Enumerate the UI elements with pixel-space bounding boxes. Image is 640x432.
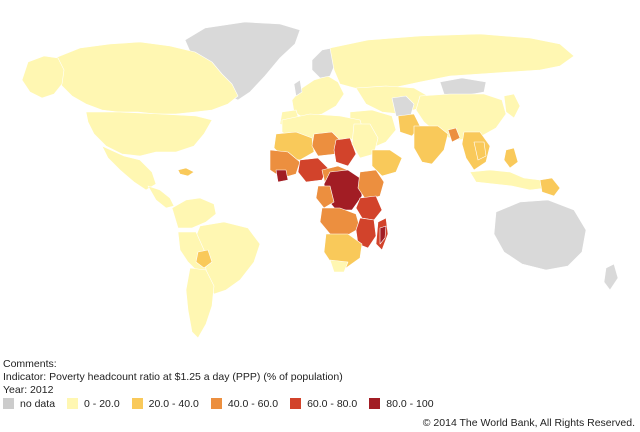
world-map (21, 21, 619, 339)
region-indonesia (469, 169, 547, 191)
legend-swatch (131, 398, 143, 409)
region-iran-afghan (391, 95, 415, 119)
legend-swatch (369, 398, 381, 409)
legend-swatch (290, 398, 302, 409)
legend-label: 60.0 - 80.0 (307, 397, 358, 410)
legend-label: 20.0 - 40.0 (148, 397, 199, 410)
region-madagascar-core (379, 225, 387, 245)
region-mongolia (439, 77, 487, 97)
region-scandinavia (311, 47, 337, 79)
region-caribbean (177, 167, 195, 177)
region-chad (333, 137, 357, 167)
legend-swatch (3, 398, 14, 409)
legend-item: 20.0 - 40.0 (131, 397, 199, 410)
map-legend: no data 0 - 20.0 20.0 - 40.0 40.0 - 60.0 60.… (3, 397, 446, 410)
legend-label: no data (20, 397, 56, 410)
legend-swatch (210, 398, 222, 409)
region-india (413, 125, 449, 165)
region-papua (539, 177, 561, 197)
region-angola-zambia (319, 207, 361, 237)
legend-item: 60.0 - 80.0 (290, 398, 357, 410)
region-australia (493, 199, 587, 271)
region-mozambique-malawi (355, 217, 377, 249)
region-tanzania (355, 195, 383, 221)
region-new-zealand (603, 263, 619, 291)
region-nigeria (297, 157, 329, 183)
legend-item: 0 - 20.0 (67, 398, 120, 410)
comments-label: Comments: (3, 358, 57, 370)
world-map-svg (21, 21, 619, 339)
legend-item: 80.0 - 100 (369, 397, 434, 410)
region-alaska (21, 55, 65, 99)
indicator-text: Indicator: Poverty headcount ratio at $1… (3, 371, 343, 383)
legend-label: 80.0 - 100 (386, 397, 434, 410)
year-text: Year: 2012 (3, 384, 54, 396)
region-bangladesh (447, 127, 461, 143)
region-uk (293, 79, 303, 97)
copyright-text: © 2014 The World Bank, All Rights Reserv… (422, 417, 635, 429)
legend-label: 0 - 20.0 (84, 397, 120, 410)
region-usa (85, 111, 213, 157)
region-bolivia (195, 249, 213, 269)
region-southern-africa (323, 233, 363, 269)
legend-item: 40.0 - 60.0 (210, 397, 279, 410)
region-ethiopia-somalia (371, 149, 403, 177)
region-liberia (275, 169, 289, 183)
region-gabon-congo (315, 185, 335, 209)
region-philippines (503, 147, 519, 169)
legend-swatch (67, 398, 79, 409)
legend-label: 40.0 - 60.0 (227, 397, 279, 410)
region-argentina-chile (185, 267, 215, 339)
region-south-africa-tip (329, 259, 349, 273)
legend-item: no data (3, 398, 55, 410)
region-japan-korea (503, 93, 521, 119)
region-laos-cambodia (473, 141, 487, 161)
region-east-africa (357, 169, 385, 201)
region-canada (54, 41, 239, 115)
region-venezuela-colombia (171, 197, 217, 229)
region-central-america (147, 185, 175, 209)
